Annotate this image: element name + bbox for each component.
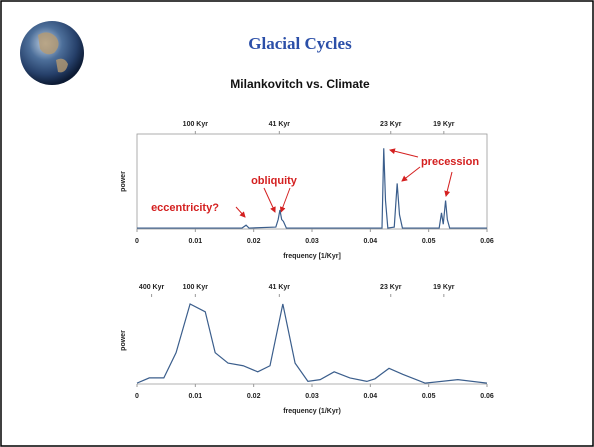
top-tick-label: 100 Kyr	[183, 284, 209, 291]
x-tick-label: 0.05	[422, 393, 436, 400]
x-tick-label: 0.01	[189, 238, 203, 245]
x-tick-label: 0.04	[364, 393, 378, 400]
x-tick-label: 0.06	[480, 238, 494, 245]
x-tick-label: 0.03	[305, 238, 319, 245]
x-tick-label: 0	[135, 238, 139, 245]
x-tick-label: 0.01	[189, 393, 203, 400]
top-tick-label: 23 Kyr	[380, 121, 402, 128]
x-axis-label: frequency [1/Kyr]	[283, 253, 341, 260]
top-tick-label: 400 Kyr	[139, 284, 165, 291]
y-axis-label: power	[120, 171, 127, 192]
top-tick-label: 19 Kyr	[433, 284, 455, 291]
x-tick-label: 0.05	[422, 238, 436, 245]
x-tick-label: 0.04	[364, 238, 378, 245]
annotation-arrows	[235, 148, 453, 218]
top-tick-label: 23 Kyr	[380, 284, 402, 291]
x-tick-label: 0	[135, 393, 139, 400]
x-axis-label: frequency (1/Kyr)	[283, 408, 341, 415]
earth-land	[38, 32, 68, 73]
top-tick-label: 41 Kyr	[269, 284, 291, 291]
annotation: precession	[421, 156, 479, 168]
x-tick-label: 0.02	[247, 393, 261, 400]
spectrum-line	[136, 303, 488, 384]
slide-title: Glacial Cycles	[248, 34, 352, 53]
y-axis-label: power	[120, 330, 127, 351]
annotation: obliquity	[251, 175, 298, 187]
x-tick-label: 0.06	[480, 393, 494, 400]
slide-subtitle: Milankovitch vs. Climate	[230, 77, 370, 91]
x-tick-label: 0.03	[305, 393, 319, 400]
x-tick-label: 0.02	[247, 238, 261, 245]
top-tick-label: 19 Kyr	[433, 121, 455, 128]
annotation: eccentricity?	[151, 202, 219, 214]
top-tick-label: 41 Kyr	[269, 121, 291, 128]
top-tick-label: 100 Kyr	[183, 121, 209, 128]
spectrum-line	[137, 148, 487, 229]
